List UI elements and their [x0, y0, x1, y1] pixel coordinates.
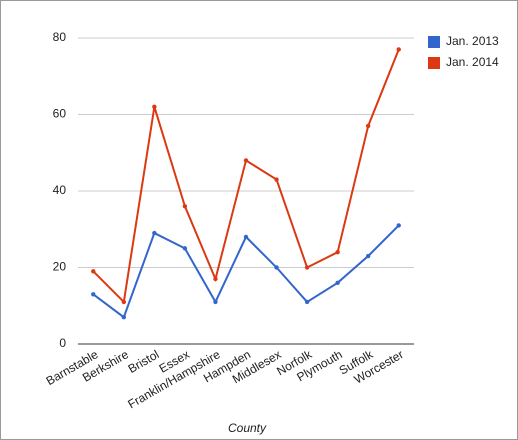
data-point [182, 204, 188, 209]
data-point [396, 223, 401, 228]
legend-label: Jan. 2014 [446, 55, 499, 69]
x-axis-title: County [228, 421, 267, 435]
data-point [335, 280, 340, 285]
data-point [213, 276, 218, 282]
legend-label: Jan. 2013 [446, 34, 499, 48]
legend-swatch [428, 57, 440, 69]
y-tick-label: 40 [53, 183, 67, 197]
data-point [213, 299, 218, 305]
data-point [243, 158, 249, 163]
data-point [396, 47, 401, 52]
data-point [243, 234, 249, 240]
y-tick-label: 20 [53, 260, 67, 274]
data-point [274, 265, 279, 270]
data-point [91, 269, 96, 274]
data-point [152, 230, 157, 236]
data-point [121, 299, 127, 305]
y-tick-label: 80 [53, 30, 67, 44]
data-point [152, 104, 157, 110]
y-tick-label: 60 [53, 107, 67, 121]
y-tick-label: 0 [59, 336, 66, 350]
data-point [182, 246, 188, 251]
data-point [365, 253, 371, 259]
data-point [274, 177, 279, 182]
data-point [121, 315, 127, 320]
data-point [365, 123, 371, 129]
data-point [304, 299, 310, 305]
data-point [91, 292, 96, 297]
legend-swatch [428, 36, 440, 48]
data-point [335, 250, 340, 255]
data-point [304, 265, 310, 270]
